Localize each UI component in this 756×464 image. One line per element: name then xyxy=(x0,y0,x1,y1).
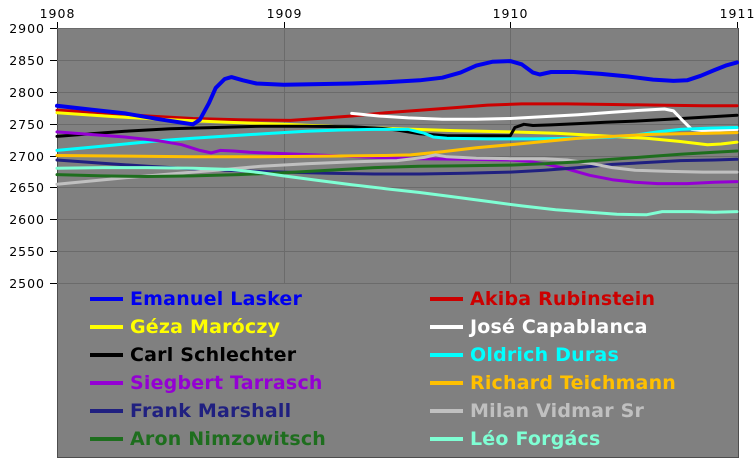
y-axis-label-2600: 2600 xyxy=(9,212,45,227)
series-line-lasker xyxy=(55,59,739,127)
x-axis-label-1909: 1909 xyxy=(267,6,303,21)
x-axis-label-1908: 1908 xyxy=(40,6,76,21)
y-axis-label-2750: 2750 xyxy=(9,117,45,132)
y-axis-label-2500: 2500 xyxy=(9,276,45,291)
series-line-rubinstein xyxy=(55,102,739,122)
y-axis-label-2850: 2850 xyxy=(9,53,45,68)
series-line-vidmar xyxy=(55,153,739,186)
y-axis-label-2650: 2650 xyxy=(9,180,45,195)
series-line-teichmann xyxy=(55,131,739,159)
y-axis-label-2700: 2700 xyxy=(9,149,45,164)
plot-area-background xyxy=(57,28,739,458)
series-line-nimzowitsch xyxy=(55,149,739,178)
y-axis-label-2550: 2550 xyxy=(9,244,45,259)
x-axis-label-1911: 1911 xyxy=(720,6,756,21)
x-axis-label-1910: 1910 xyxy=(493,6,529,21)
series-line-tarrasch xyxy=(55,130,739,186)
y-axis-label-2900: 2900 xyxy=(9,21,45,36)
series-line-forgacs xyxy=(55,166,739,217)
series-line-schlechter xyxy=(55,113,739,138)
y-axis-label-2800: 2800 xyxy=(9,85,45,100)
